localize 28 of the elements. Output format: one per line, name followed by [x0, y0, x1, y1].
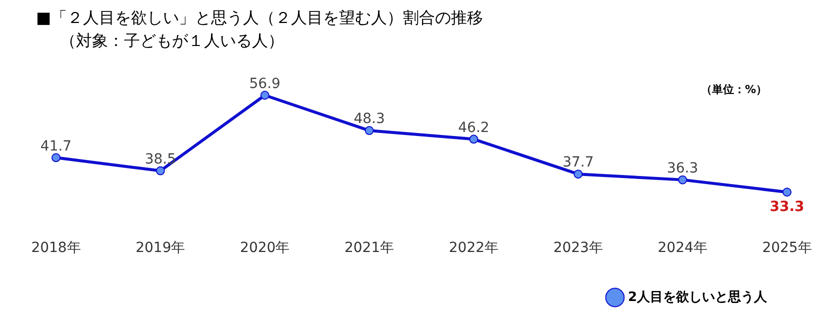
data-label: 48.3 [354, 111, 385, 128]
data-label: 37.7 [562, 154, 594, 171]
data-label: 36.3 [666, 160, 698, 176]
x-tick-label: 2021年 [344, 240, 394, 256]
x-tick-label: 2019年 [136, 240, 186, 256]
data-label: 41.7 [40, 138, 72, 154]
chart-title: ■「２人目を欲しい」と思う人（２人目を望む人）割合の推移 [35, 8, 484, 29]
point [574, 170, 583, 179]
x-tick-label: 2022年 [448, 240, 499, 256]
point [364, 126, 374, 136]
data-label: 46.2 [458, 120, 490, 136]
x-tick-label: 2018年 [31, 240, 81, 256]
point [260, 90, 270, 100]
x-tick-label: 2025年 [762, 240, 812, 256]
data-label: 38.5 [144, 151, 176, 168]
x-tick-label: 2020年 [240, 240, 290, 256]
legend-label: 2人目を欲しいと思う人 [628, 290, 768, 305]
annotation: （単位：%） [700, 82, 767, 97]
point [469, 134, 478, 144]
point [156, 166, 165, 176]
x-tick-label: 2024年 [658, 240, 708, 256]
point [52, 153, 60, 162]
x-tick-label: 2023年 [553, 240, 603, 256]
data-label: 33.3 [770, 198, 804, 215]
data-label: 56.9 [249, 76, 280, 92]
point [678, 175, 688, 184]
point [782, 188, 792, 197]
chart-subtitle: （対象：子どもが１人いる人） [59, 31, 285, 52]
